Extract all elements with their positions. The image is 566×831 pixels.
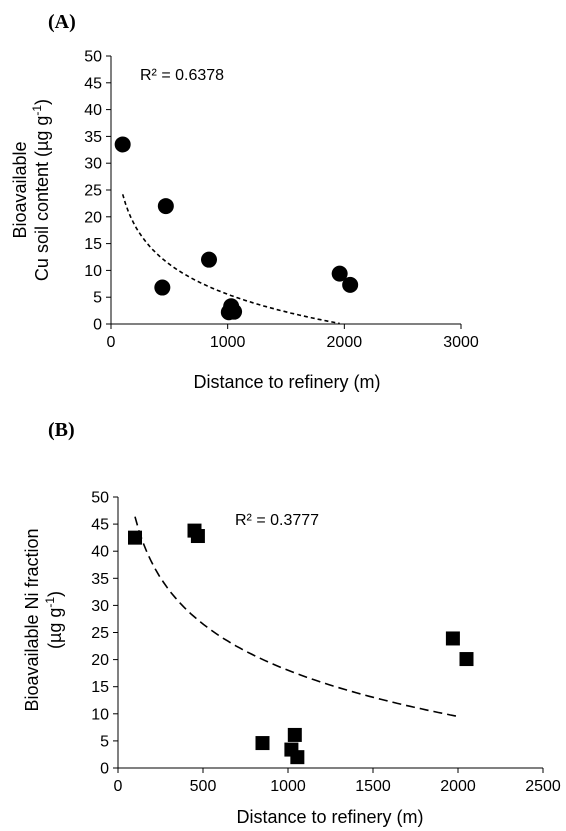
panel-a-data-point bbox=[226, 304, 242, 320]
panel-b-y-tick-label: 45 bbox=[91, 517, 109, 534]
panel-b-y-tick-label: 20 bbox=[91, 652, 109, 669]
panel-a-y-tick-label: 15 bbox=[84, 236, 102, 253]
panel-a-y-tick-label: 45 bbox=[84, 75, 102, 92]
panel-a-data-point bbox=[342, 277, 358, 293]
panel-a-y-tick-label: 50 bbox=[84, 49, 102, 66]
panel-b-data-point bbox=[128, 531, 142, 545]
panel-b-data-point bbox=[290, 750, 304, 764]
panel-a-y-axis-title-line2: Cu soil content (µg g-1) bbox=[30, 99, 52, 281]
panel-b-x-tick-label: 2000 bbox=[440, 778, 476, 795]
panel-a-y-tick-label: 35 bbox=[84, 129, 102, 146]
panel-b-x-tick-label: 1000 bbox=[270, 778, 306, 795]
panel-b-y-tick-label: 10 bbox=[91, 706, 109, 723]
panel-a-data-point bbox=[115, 136, 131, 152]
panel-a-y-tick-label: 40 bbox=[84, 102, 102, 119]
panel-a-x-tick-label: 0 bbox=[107, 334, 116, 351]
panel-b-data-point bbox=[288, 728, 302, 742]
panel-a-y-tick-label: 30 bbox=[84, 156, 102, 173]
panel-b-x-tick-label: 1500 bbox=[355, 778, 391, 795]
panel-b-y-tick-label: 5 bbox=[100, 733, 109, 750]
panel-a-x-tick-label: 1000 bbox=[210, 334, 246, 351]
panel-a-y-axis-title-line1: Bioavailable bbox=[10, 141, 30, 238]
panel-a-r2-annotation: R² = 0.6378 bbox=[140, 67, 224, 84]
panel-b-y-axis-title-line1: Bioavailable Ni fraction bbox=[22, 528, 42, 711]
panel-b-data-point bbox=[446, 631, 460, 645]
panel-b-y-tick-label: 25 bbox=[91, 625, 109, 642]
panel-a-x-tick-label: 2000 bbox=[327, 334, 363, 351]
panel-a-y-tick-label: 0 bbox=[93, 317, 102, 334]
panel-a-x-tick-label: 3000 bbox=[443, 334, 479, 351]
panel-b-r2-annotation: R² = 0.3777 bbox=[235, 512, 319, 529]
panel-b-x-tick-label: 0 bbox=[114, 778, 123, 795]
panel-a-data-point bbox=[158, 198, 174, 214]
panel-a-data-point bbox=[201, 252, 217, 268]
panel-a-y-tick-label: 20 bbox=[84, 209, 102, 226]
panel-b-y-tick-label: 40 bbox=[91, 544, 109, 561]
panel-a-y-tick-label: 10 bbox=[84, 263, 102, 280]
panel-a-data-point bbox=[154, 280, 170, 296]
panel-a-x-axis-title: Distance to refinery (m) bbox=[193, 372, 380, 392]
panel-b-x-tick-label: 500 bbox=[190, 778, 217, 795]
panel-b-label: (B) bbox=[48, 419, 75, 441]
panel-b-y-tick-label: 15 bbox=[91, 679, 109, 696]
panel-a-label: (A) bbox=[48, 11, 76, 33]
panel-b-y-tick-label: 0 bbox=[100, 761, 109, 778]
panel-b-y-tick-label: 30 bbox=[91, 598, 109, 615]
panel-b-trendline bbox=[135, 517, 458, 717]
panel-b-y-tick-label: 50 bbox=[91, 490, 109, 507]
panel-b-y-axis-title-line2: (µg g-1) bbox=[43, 591, 65, 649]
panel-a-plot: 0 5 10 15 20 25 30 35 40 45 50 0 1000 2000 3000 bbox=[84, 49, 479, 352]
panel-b-x-axis-title: Distance to refinery (m) bbox=[236, 807, 423, 827]
panel-a-y-tick-label: 25 bbox=[84, 183, 102, 200]
panel-a-y-tick-label: 5 bbox=[93, 290, 102, 307]
panel-b-data-point bbox=[256, 736, 270, 750]
panel-b-data-point bbox=[460, 652, 474, 666]
panel-b-data-point bbox=[191, 529, 205, 543]
panel-b-x-tick-label: 2500 bbox=[525, 778, 561, 795]
panel-b-y-tick-label: 35 bbox=[91, 571, 109, 588]
